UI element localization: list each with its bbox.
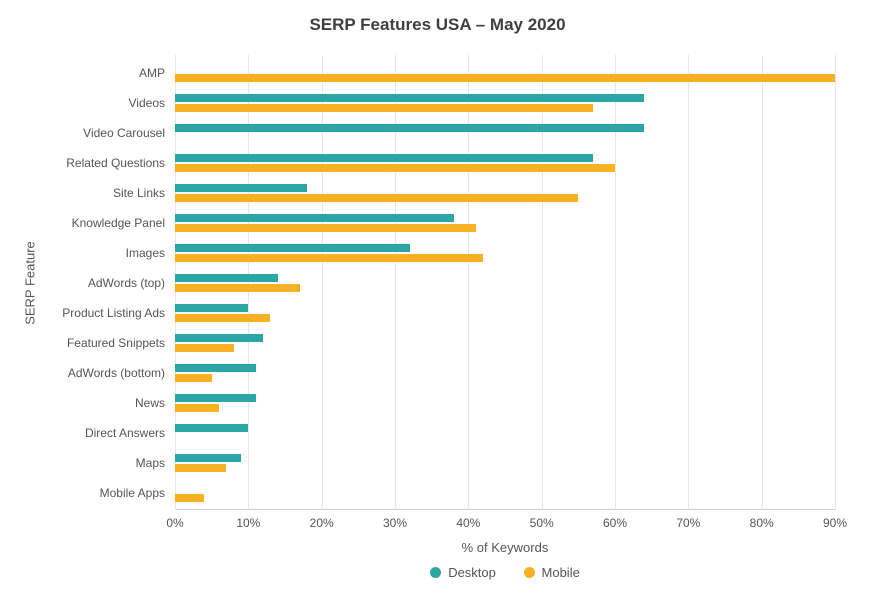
bar-mobile xyxy=(175,494,204,502)
bar-desktop xyxy=(175,454,241,462)
y-tick-label: Featured Snippets xyxy=(5,337,165,349)
x-tick-label: 20% xyxy=(310,516,334,530)
bar-mobile xyxy=(175,314,270,322)
x-tick-label: 30% xyxy=(383,516,407,530)
gridline xyxy=(762,55,763,510)
bar-desktop xyxy=(175,274,278,282)
bar-mobile xyxy=(175,104,593,112)
chart-title: SERP Features USA – May 2020 xyxy=(0,15,875,35)
bar-mobile xyxy=(175,344,234,352)
legend-label-mobile: Mobile xyxy=(542,565,580,580)
y-tick-label: Knowledge Panel xyxy=(5,217,165,229)
y-tick-label: Video Carousel xyxy=(5,127,165,139)
x-tick-label: 50% xyxy=(530,516,554,530)
x-axis-line xyxy=(175,509,835,510)
legend-item-mobile: Mobile xyxy=(524,565,580,580)
legend-swatch-desktop xyxy=(430,567,441,578)
bar-mobile xyxy=(175,224,476,232)
gridline xyxy=(688,55,689,510)
legend-swatch-mobile xyxy=(524,567,535,578)
bar-desktop xyxy=(175,124,644,132)
bar-mobile xyxy=(175,284,300,292)
y-tick-label: AdWords (bottom) xyxy=(5,367,165,379)
chart-container: SERP Features USA – May 2020 SERP Featur… xyxy=(0,0,875,605)
bar-desktop xyxy=(175,334,263,342)
bar-desktop xyxy=(175,184,307,192)
bar-desktop xyxy=(175,364,256,372)
x-tick-label: 70% xyxy=(676,516,700,530)
bar-desktop xyxy=(175,304,248,312)
y-tick-label: Mobile Apps xyxy=(5,487,165,499)
bar-mobile xyxy=(175,254,483,262)
y-tick-label: News xyxy=(5,397,165,409)
bar-desktop xyxy=(175,154,593,162)
x-tick-label: 60% xyxy=(603,516,627,530)
legend-item-desktop: Desktop xyxy=(430,565,496,580)
legend-label-desktop: Desktop xyxy=(448,565,496,580)
y-tick-label: Maps xyxy=(5,457,165,469)
x-tick-label: 10% xyxy=(236,516,260,530)
x-axis-title: % of Keywords xyxy=(175,540,835,555)
y-tick-label: AMP xyxy=(5,67,165,79)
bar-desktop xyxy=(175,244,410,252)
bar-desktop xyxy=(175,214,454,222)
x-tick-label: 0% xyxy=(166,516,183,530)
x-tick-label: 80% xyxy=(750,516,774,530)
y-tick-label: AdWords (top) xyxy=(5,277,165,289)
x-tick-label: 40% xyxy=(456,516,480,530)
plot-area: SERP Feature % of Keywords Desktop Mobil… xyxy=(175,55,835,510)
bar-desktop xyxy=(175,94,644,102)
bar-mobile xyxy=(175,464,226,472)
y-tick-label: Videos xyxy=(5,97,165,109)
y-tick-label: Images xyxy=(5,247,165,259)
bar-mobile xyxy=(175,374,212,382)
legend: Desktop Mobile xyxy=(175,565,835,581)
bar-mobile xyxy=(175,194,578,202)
y-tick-label: Related Questions xyxy=(5,157,165,169)
bar-mobile xyxy=(175,404,219,412)
bar-desktop xyxy=(175,424,248,432)
bar-mobile xyxy=(175,74,835,82)
y-tick-label: Site Links xyxy=(5,187,165,199)
y-tick-label: Direct Answers xyxy=(5,427,165,439)
x-tick-label: 90% xyxy=(823,516,847,530)
bar-desktop xyxy=(175,394,256,402)
bar-mobile xyxy=(175,164,615,172)
gridline xyxy=(835,55,836,510)
y-tick-label: Product Listing Ads xyxy=(5,307,165,319)
